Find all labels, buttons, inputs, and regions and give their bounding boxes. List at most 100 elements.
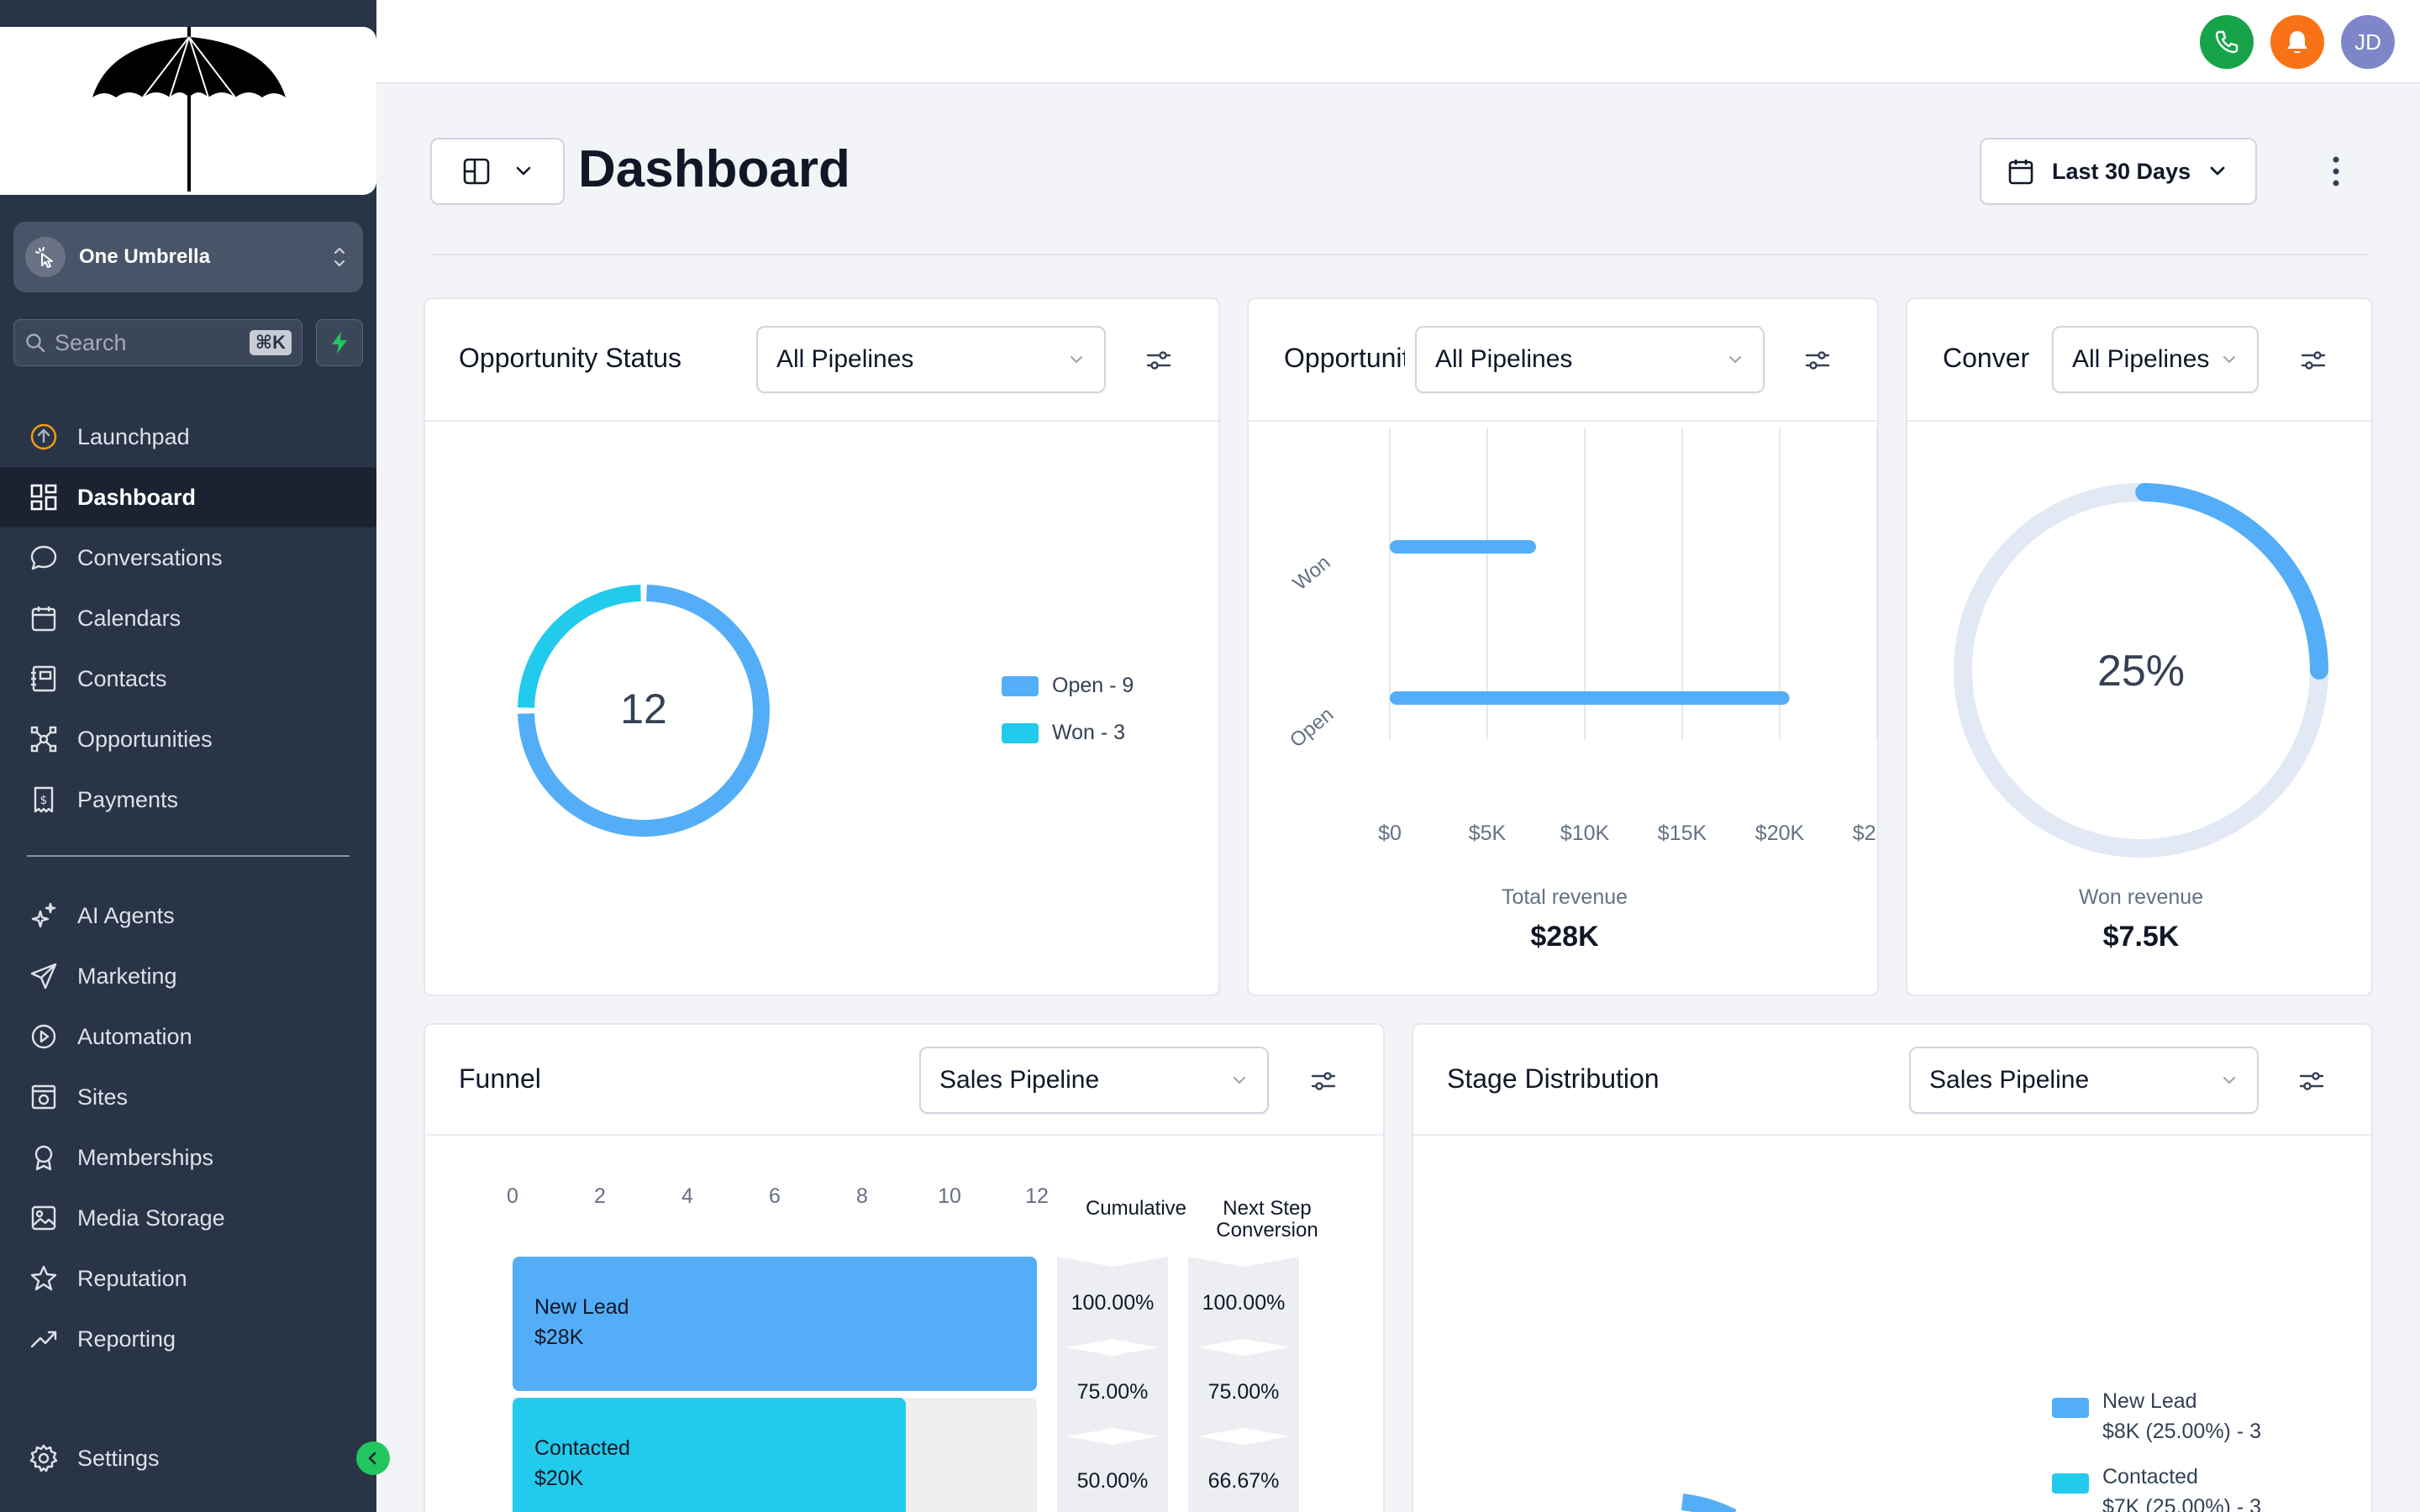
badge-icon — [27, 1141, 60, 1174]
more-options-button[interactable] — [2319, 151, 2353, 192]
conversion-rate-gauge: 25% — [1954, 483, 2328, 858]
nav-label: Dashboard — [77, 484, 197, 510]
sparkle-icon — [27, 899, 60, 932]
select-value: Sales Pipeline — [939, 1066, 1100, 1094]
search-shortcut-badge: ⌘K — [249, 330, 292, 355]
filter-settings-icon[interactable] — [1144, 346, 1173, 375]
user-initials: JD — [2354, 29, 2381, 55]
chevron-down-icon — [1234, 1077, 1245, 1084]
funnel-stage-name: New Lead — [534, 1295, 629, 1319]
filter-settings-icon[interactable] — [1803, 346, 1832, 375]
umbrella-logo-icon — [92, 27, 286, 192]
image-icon — [27, 1201, 60, 1235]
card-title: Conversion Rate — [1943, 343, 2030, 373]
chevron-down-icon — [1071, 356, 1082, 364]
total-revenue-caption: Total revenue — [1501, 885, 1628, 909]
nav-reporting[interactable]: Reporting — [0, 1309, 376, 1369]
funnel-bar-contacted[interactable]: Contacted $20K — [513, 1398, 906, 1512]
card-title: Opportunity Value — [1284, 343, 1405, 373]
legend-item-won[interactable]: Won - 3 — [1002, 721, 1125, 745]
nav-opportunities[interactable]: Opportunities — [0, 709, 376, 769]
funnel-bar-new-lead[interactable]: New Lead $28K — [513, 1257, 1037, 1391]
automation-icon — [27, 1020, 60, 1053]
nav-dashboard[interactable]: Dashboard — [0, 467, 376, 528]
x-tick-label: $20K — [1754, 822, 1805, 845]
card-header: Funnel Sales Pipeline — [425, 1025, 1383, 1136]
layout-switcher-button[interactable] — [430, 138, 565, 205]
header-divider — [430, 254, 2368, 255]
legend-label: New Lead — [2102, 1389, 2197, 1413]
pipeline-select[interactable]: All Pipelines — [1415, 326, 1765, 393]
nav-payments[interactable]: $ Payments — [0, 769, 376, 830]
nav-launchpad[interactable]: Launchpad — [0, 407, 376, 467]
collapse-sidebar-button[interactable] — [356, 1441, 390, 1475]
bar-open[interactable] — [1390, 691, 1790, 705]
chevron-down-icon — [516, 166, 531, 176]
brand-logo[interactable] — [0, 27, 376, 195]
filter-settings-icon[interactable] — [1309, 1067, 1338, 1095]
funnel-tick-label: 4 — [681, 1184, 693, 1208]
quick-action-button[interactable] — [316, 319, 363, 366]
opportunity-value-bar-chart: Won Open — [1286, 428, 1877, 752]
pipeline-select[interactable]: Sales Pipeline — [919, 1047, 1269, 1114]
funnel-stage-value: $20K — [534, 1467, 584, 1490]
column-header-line: Next Step — [1223, 1197, 1312, 1220]
legend-item-contacted[interactable]: Contacted $7K (25.00%) - 3 — [2052, 1462, 2261, 1512]
x-tick-label: $15K — [1657, 822, 1707, 845]
column-header-line: Conversion — [1216, 1219, 1318, 1242]
nav-conversations[interactable]: Conversations — [0, 528, 376, 588]
legend-item-new-lead[interactable]: New Lead $8K (25.00%) - 3 — [2052, 1386, 2261, 1446]
nav-label: Media Storage — [77, 1205, 225, 1231]
cumulative-cell: 100.00% — [1057, 1257, 1168, 1349]
nav-memberships[interactable]: Memberships — [0, 1127, 376, 1188]
total-revenue-value: $28K — [1530, 921, 1599, 953]
nav-calendars[interactable]: Calendars — [0, 588, 376, 648]
nav-contacts[interactable]: Contacts — [0, 648, 376, 709]
next-step-cell: 66.67% — [1188, 1435, 1299, 1512]
select-value: All Pipelines — [2072, 345, 2210, 373]
pipeline-select[interactable]: Sales Pipeline — [1909, 1047, 2259, 1114]
stage-distribution-card: Stage Distribution Sales Pipeline New Le… — [1412, 1023, 2373, 1512]
nav-marketing[interactable]: Marketing — [0, 946, 376, 1006]
nav-automation[interactable]: Automation — [0, 1006, 376, 1067]
select-value: All Pipelines — [1435, 345, 1573, 373]
funnel-tick-label: 2 — [594, 1184, 606, 1208]
donut-center-total: 12 — [620, 685, 667, 732]
funnel-tick-label: 12 — [1025, 1184, 1049, 1208]
top-bar: JD — [376, 0, 2420, 84]
pipeline-select[interactable]: All Pipelines — [2052, 326, 2259, 393]
legend-item-open[interactable]: Open - 9 — [1002, 674, 1134, 698]
legend-swatch — [1002, 675, 1039, 696]
trend-icon — [27, 1322, 60, 1356]
phone-button[interactable] — [2200, 15, 2254, 69]
nav-ai-agents[interactable]: AI Agents — [0, 885, 376, 946]
notifications-button[interactable] — [2270, 15, 2324, 69]
search-input[interactable]: Search ⌘K — [13, 319, 302, 366]
search-icon — [26, 333, 45, 353]
account-switcher[interactable]: One Umbrella — [13, 222, 363, 292]
nav-settings[interactable]: Settings — [0, 1428, 376, 1488]
funnel-tick-label: 8 — [856, 1184, 868, 1208]
next-step-cell: 100.00% — [1188, 1257, 1299, 1349]
date-range-picker[interactable]: Last 30 Days — [1980, 138, 2257, 205]
chevron-down-icon — [2223, 1077, 2235, 1084]
dashboard-icon — [27, 480, 60, 514]
nav-sites[interactable]: Sites — [0, 1067, 376, 1127]
nav-label: Launchpad — [77, 423, 190, 449]
user-avatar[interactable]: JD — [2341, 15, 2395, 69]
filter-settings-icon[interactable] — [2297, 1067, 2326, 1095]
nav-reputation[interactable]: Reputation — [0, 1248, 376, 1309]
pipeline-select[interactable]: All Pipelines — [756, 326, 1106, 393]
donut-slice-won[interactable] — [518, 585, 641, 708]
nav-label: Opportunities — [77, 726, 213, 752]
y-label-won: Won — [1289, 551, 1335, 595]
opportunities-icon — [27, 722, 60, 756]
nav-media-storage[interactable]: Media Storage — [0, 1188, 376, 1248]
filter-settings-icon[interactable] — [2299, 346, 2328, 375]
bar-won[interactable] — [1390, 540, 1536, 554]
chevron-down-icon — [2210, 166, 2225, 176]
donut-slice-new-lead[interactable] — [1681, 1494, 1737, 1512]
card-header: Stage Distribution Sales Pipeline — [1413, 1025, 2371, 1136]
x-tick-label: $0 — [1378, 822, 1402, 845]
donut-slice-open[interactable] — [518, 585, 770, 837]
